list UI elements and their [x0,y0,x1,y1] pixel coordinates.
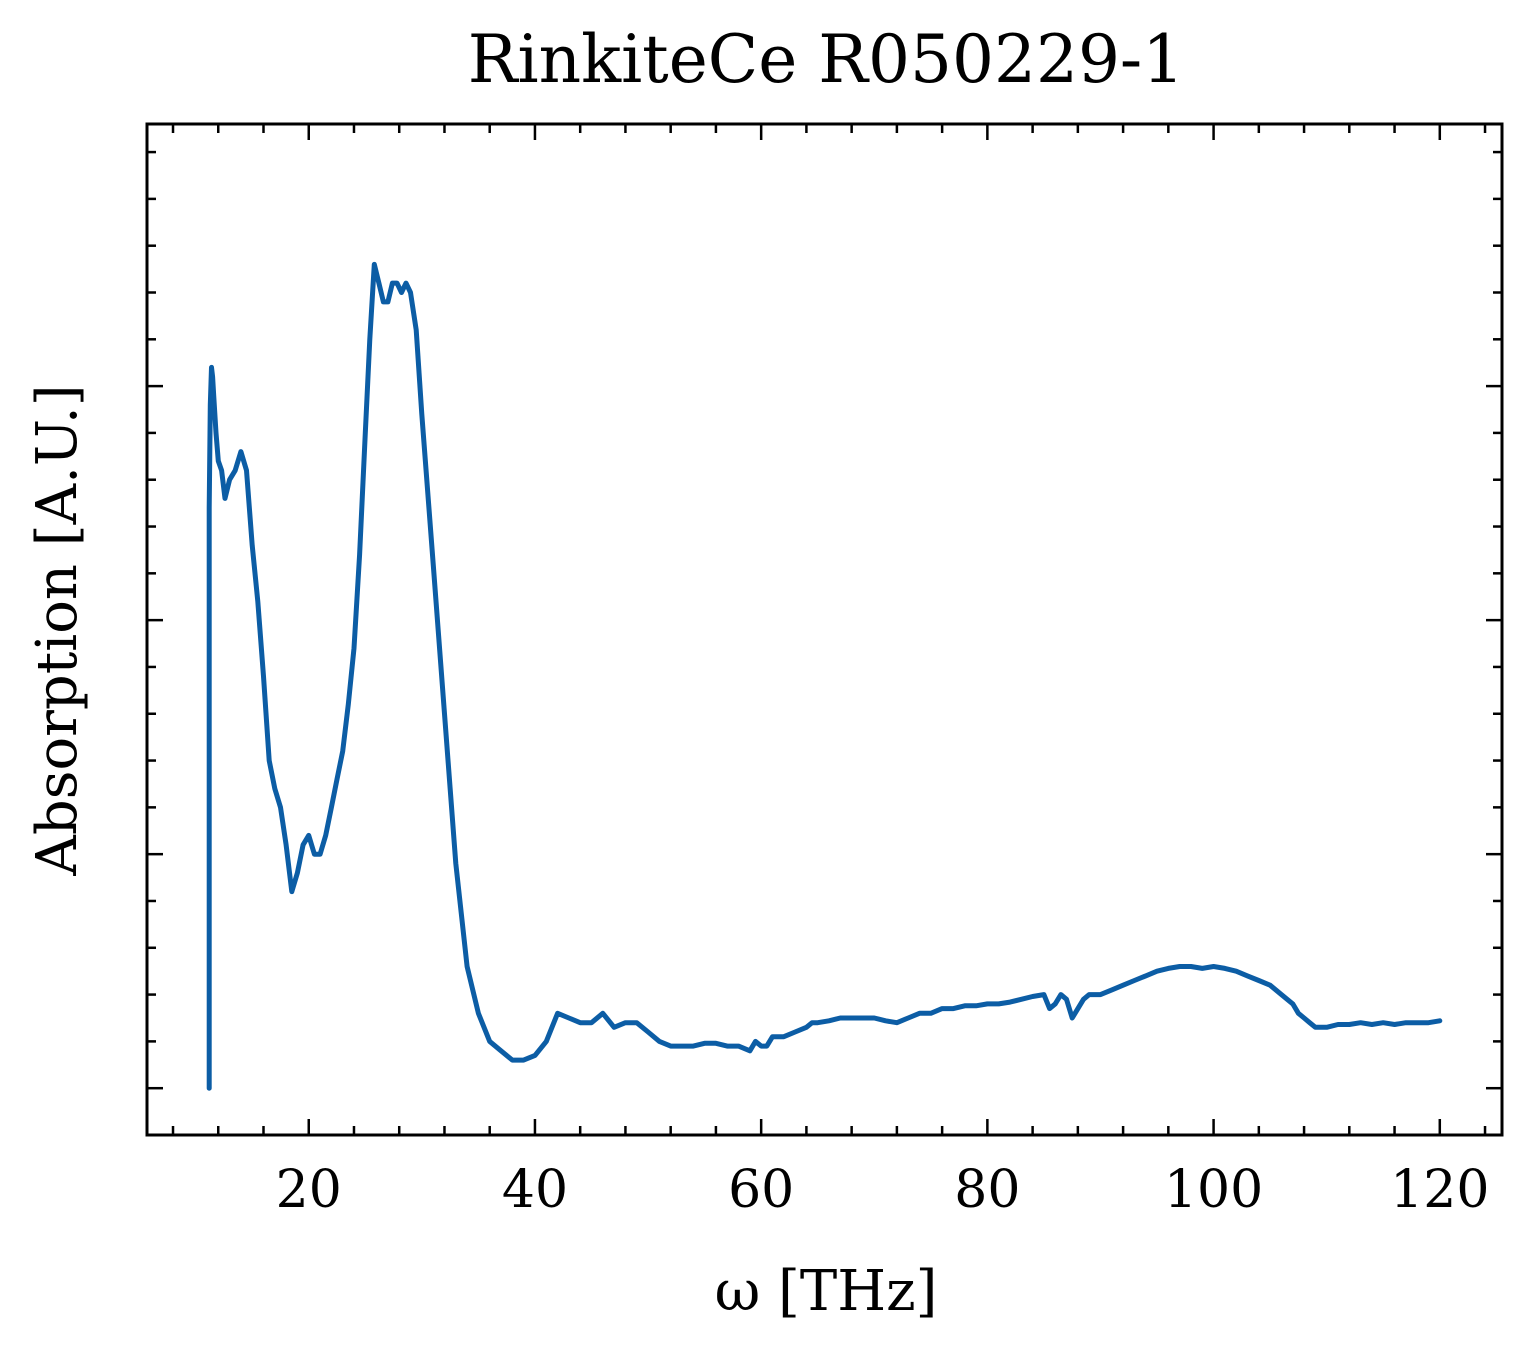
x-tick-label: 120 [1390,1160,1489,1220]
series-line-1 [206,261,1443,1091]
x-tick-label: 100 [1164,1160,1263,1220]
x-tick-label: 80 [954,1160,1020,1220]
plot-frame [145,122,1504,1137]
y-axis-label: Absorption [A.U.] [25,384,90,876]
chart-title: RinkiteCe R050229-1 [468,21,1184,98]
series-lines [206,261,1443,1091]
axis-ticks [147,124,1502,1137]
x-tick-label: 60 [728,1160,794,1220]
x-tick-label: 20 [276,1160,342,1220]
x-axis-label: ω [THz] [715,1259,938,1324]
x-tick-label: 40 [502,1160,568,1220]
x-tick-labels: 20 40 60 80 100 120 [276,1160,1490,1220]
